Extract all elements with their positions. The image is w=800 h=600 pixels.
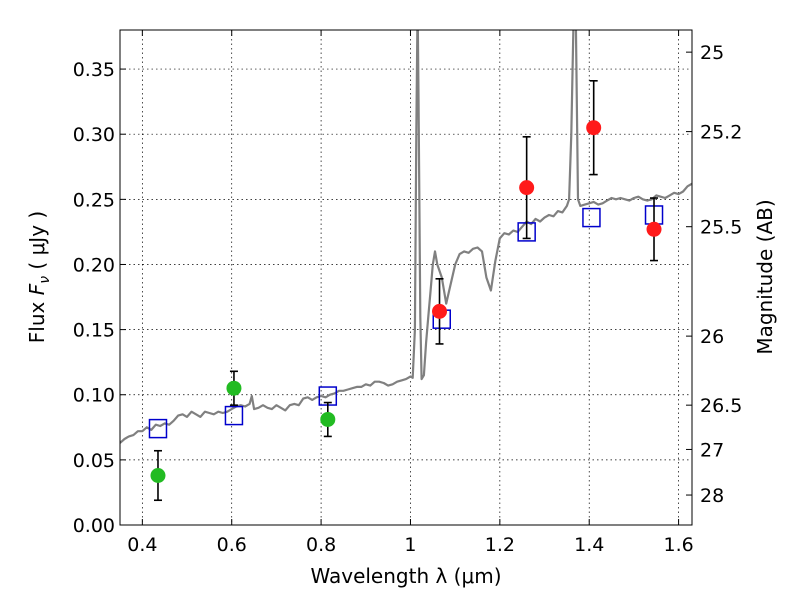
x-axis-label: Wavelength λ (μm) [310, 564, 501, 588]
nir-data-point [519, 180, 535, 196]
y2-tick-label: 26.5 [700, 395, 742, 417]
y-tick-label: 0.25 [73, 189, 115, 211]
y2-tick-label: 27 [700, 439, 724, 461]
x-tick-label: 0.6 [217, 534, 247, 556]
x-tick-label: 0.4 [127, 534, 157, 556]
y-tick-label: 0.00 [73, 515, 115, 537]
axis-ticks: 0.4 0.6 0.8 1 1.2 1.4 1.6 0.00 0.05 0.10 0.15 0.20 0… [73, 30, 742, 556]
y2-tick-label: 25 [700, 42, 724, 64]
plot-frame [119, 29, 693, 526]
y-tick-label: 0.10 [73, 385, 115, 407]
y2-tick-label: 25.2 [700, 122, 742, 144]
x-tick-label: 0.8 [306, 534, 336, 556]
model-photometry-square [148, 418, 168, 439]
x-tick-label: 1.2 [485, 534, 515, 556]
y2-axis-label: Magnitude (AB) [753, 199, 777, 354]
optical-data-point [150, 468, 166, 483]
y-tick-label: 0.30 [73, 124, 115, 146]
model-photometry-square [582, 207, 601, 228]
y-tick-label: 0.05 [73, 450, 115, 472]
model-photometry-square [224, 405, 244, 426]
nir-data-point [646, 221, 662, 237]
grid-lines [120, 30, 692, 526]
y2-tick-label: 25.5 [700, 217, 742, 239]
y-axis-label-symbol: F [25, 283, 49, 295]
nir-data-point [586, 120, 602, 136]
optical-data-point [226, 380, 242, 396]
y2-tick-label: 26 [700, 326, 724, 348]
optical-data-point [320, 411, 336, 427]
y-axis-label-suffix: ( μJy ) [25, 211, 49, 276]
y-tick-label: 0.15 [73, 320, 115, 342]
x-tick-label: 1 [404, 534, 416, 556]
spectrum-line [120, 30, 692, 444]
x-tick-label: 1.4 [574, 534, 604, 556]
y2-tick-label: 28 [700, 485, 724, 507]
y-axis-label-subscript: ν [37, 276, 53, 284]
data-series [120, 30, 692, 502]
y-tick-label: 0.20 [73, 254, 115, 276]
y-axis-label-prefix: Flux [25, 295, 49, 343]
nir-data-point [432, 303, 448, 319]
x-tick-label: 1.6 [663, 534, 693, 556]
y-tick-label: 0.35 [73, 59, 115, 81]
y-axis-label: Flux Fν ( μJy ) [25, 211, 53, 343]
